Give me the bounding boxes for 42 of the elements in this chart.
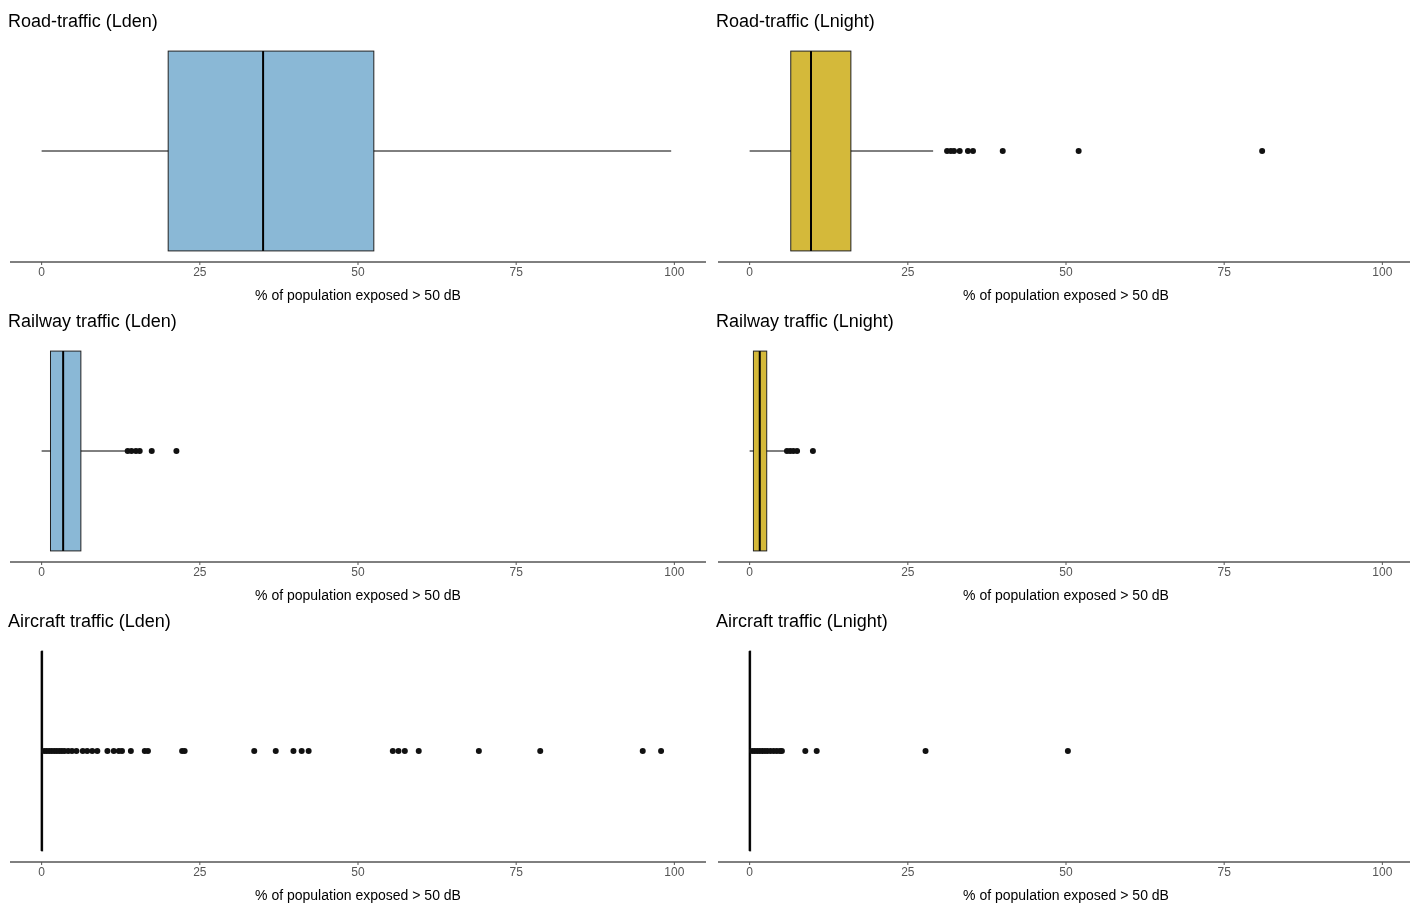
x-tick-label: 0 — [746, 864, 754, 879]
x-tick-label: 75 — [1217, 864, 1232, 879]
chart-title: Railway traffic (Lden) — [8, 310, 178, 333]
x-tick-label: 50 — [1059, 264, 1073, 279]
chart-title: Aircraft traffic (Lden) — [8, 610, 172, 633]
x-tick-label: 25 — [901, 864, 915, 879]
x-tick-label: 75 — [1217, 564, 1232, 579]
x-axis-title: % of population exposed > 50 dB — [255, 587, 461, 603]
x-axis-title: % of population exposed > 50 dB — [255, 887, 461, 903]
x-tick-label: 100 — [1372, 564, 1393, 579]
x-tick-label: 0 — [38, 864, 46, 879]
x-tick-label: 100 — [664, 864, 685, 879]
x-tick-label: 50 — [351, 264, 365, 279]
x-tick-label: 25 — [193, 264, 207, 279]
x-axis-title: % of population exposed > 50 dB — [963, 287, 1169, 303]
x-tick-label: 0 — [38, 564, 46, 579]
x-tick-label: 75 — [1217, 264, 1232, 279]
chart-title: Railway traffic (Lnight) — [716, 310, 895, 333]
x-tick-label: 50 — [351, 864, 365, 879]
x-tick-label: 100 — [1372, 864, 1393, 879]
x-tick-label: 0 — [38, 264, 46, 279]
x-tick-label: 50 — [351, 564, 365, 579]
x-tick-label: 0 — [746, 564, 754, 579]
x-tick-label: 75 — [509, 264, 524, 279]
x-tick-label: 25 — [901, 564, 915, 579]
x-tick-label: 75 — [509, 564, 524, 579]
x-tick-label: 75 — [509, 864, 524, 879]
x-tick-label: 25 — [901, 264, 915, 279]
x-tick-label: 100 — [664, 264, 685, 279]
chart-title: Road-traffic (Lden) — [8, 10, 159, 33]
x-tick-label: 100 — [664, 564, 685, 579]
chart-title: Road-traffic (Lnight) — [716, 10, 876, 33]
x-tick-label: 50 — [1059, 864, 1073, 879]
x-tick-label: 25 — [193, 564, 207, 579]
x-tick-label: 100 — [1372, 264, 1393, 279]
x-tick-label: 0 — [746, 264, 754, 279]
chart-title: Aircraft traffic (Lnight) — [716, 610, 889, 633]
x-axis-title: % of population exposed > 50 dB — [963, 587, 1169, 603]
x-axis-title: % of population exposed > 50 dB — [963, 887, 1169, 903]
x-axis-title: % of population exposed > 50 dB — [255, 287, 461, 303]
x-tick-label: 25 — [193, 864, 207, 879]
x-tick-label: 50 — [1059, 564, 1073, 579]
